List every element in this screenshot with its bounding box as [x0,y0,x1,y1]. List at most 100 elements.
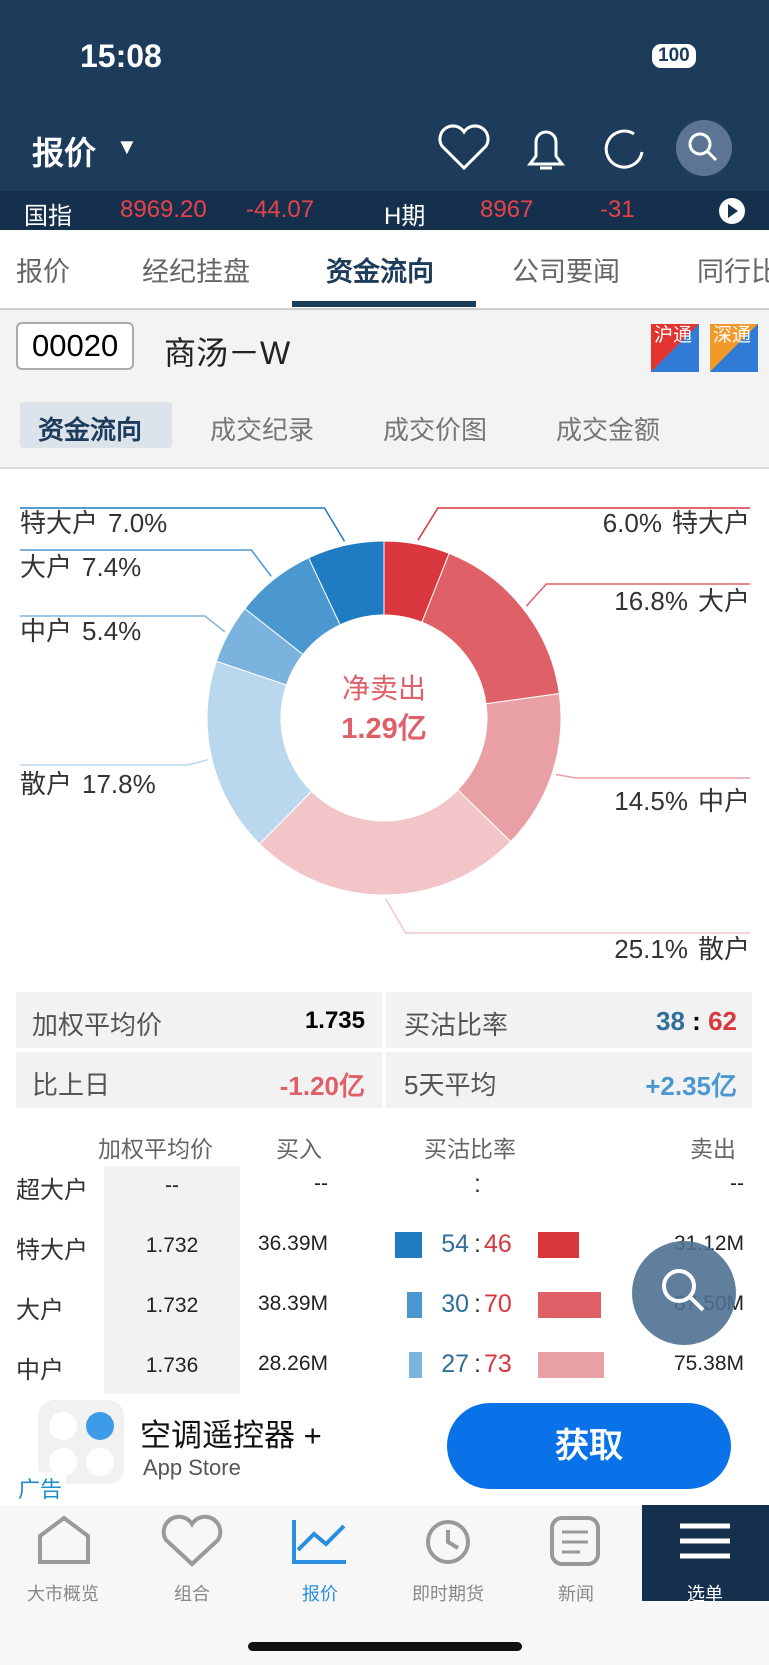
label-part: 散户 [698,934,750,964]
tab[interactable]: 报价 [16,257,70,287]
nav-item[interactable]: 组合 [174,1584,210,1604]
tab-active[interactable]: 资金流向 [326,257,434,287]
label-part: 25.1% [614,934,688,964]
donut-slice [307,540,385,626]
ticker-name: 国指 [24,203,72,230]
nav-item[interactable]: 新闻 [558,1584,594,1604]
ticker-name: H期 [384,203,426,230]
avg-column-bg [104,1166,240,1396]
dropdown-arrow[interactable]: ▼ [116,134,138,159]
header-title[interactable]: 报价 [32,135,97,171]
sub-tab[interactable]: 成交纪录 [210,415,315,445]
label-part: 7.4% [82,552,141,582]
search-button[interactable] [676,120,732,176]
ratio-buy: 30 [441,1290,469,1318]
row-name: 中户 [16,1357,64,1384]
ratio-sell: 73 [484,1350,512,1378]
ad-button[interactable]: 获取 [447,1403,731,1489]
label-part: 特大户 [672,508,750,538]
nav-item[interactable]: 大市概览 [27,1584,99,1604]
label-part: 中户 [698,786,750,816]
ad-tag: 广告 [14,1472,67,1504]
row-buy: -- [314,1172,328,1195]
nav-active-bg [642,1505,769,1601]
refresh-icon[interactable] [604,129,644,169]
buy-bar [407,1292,422,1318]
ratio-sell: 70 [484,1290,512,1318]
row-buy: 36.39M [257,1232,328,1255]
summary-label: 5天平均 [404,1070,497,1100]
sub-tab[interactable]: 成交价图 [383,415,488,445]
ticker-change: -31 [600,196,635,223]
row-name: 超大户 [16,1177,88,1204]
tab[interactable]: 公司要闻 [512,257,620,287]
label-part: 17.8% [82,769,156,799]
summary-value: -1.20亿 [279,1071,365,1101]
nav-item[interactable]: 选单 [687,1584,723,1604]
sub-tab[interactable]: 成交金额 [556,415,661,445]
nav-item[interactable]: 即时期货 [412,1584,484,1604]
ratio-buy: 54 [441,1230,469,1258]
separator: : [692,1006,701,1036]
ticker-value: 8969.20 [120,196,207,223]
separator: : [474,1350,481,1378]
row-buy: 28.26M [257,1352,328,1375]
favorite-icon[interactable] [438,124,490,171]
summary-cell [386,1052,752,1108]
sub-tab-active[interactable]: 资金流向 [38,415,143,445]
label-part: 中户 [20,616,72,646]
sell-bar [538,1232,580,1258]
ratio-buy: 38 [656,1006,685,1036]
leader-line [20,507,346,542]
donut-slice [421,552,560,705]
summary-label: 加权平均价 [32,1010,163,1040]
tab[interactable]: 同行比 [697,257,769,287]
buy-bar [395,1232,422,1258]
separator: : [474,1170,481,1198]
leader-line [20,758,209,766]
badge: 深通 [710,324,758,372]
row-sell: 75.38M [673,1352,744,1375]
donut-slice [258,789,512,896]
bell-icon[interactable] [527,130,565,170]
summary-cell [16,1052,382,1108]
separator: : [474,1230,481,1258]
badge: 沪通 [651,324,699,372]
floating-search[interactable] [631,1240,737,1346]
label-part: 16.8% [614,586,688,616]
row-avg: 1.732 [145,1294,199,1317]
sell-bar [538,1292,601,1318]
tab-underline [292,301,476,307]
label-part: 大户 [20,552,72,582]
leader-line [385,898,750,934]
summary-value: 1.735 [304,1007,365,1034]
row-buy: 38.39M [257,1292,328,1315]
slice-label: 25.1% 散户 [614,934,750,964]
ticker-value: 8967 [480,196,534,223]
table-header: 买沽比率 [424,1136,516,1162]
leader-line [20,615,226,633]
row-name: 大户 [16,1297,64,1324]
stock-code[interactable]: 00020 [16,322,135,370]
tab[interactable]: 经纪挂盘 [142,257,250,287]
leader-line [525,583,750,607]
summary-label: 买沽比率 [404,1010,509,1040]
slice-label: 中户 5.4% [20,616,141,646]
slice-label: 特大户 7.0% [20,508,167,538]
buy-bar [408,1352,422,1378]
summary-label: 比上日 [32,1070,111,1100]
label-part: 7.0% [108,508,167,538]
ratio-buy: 27 [441,1350,469,1378]
summary-ratio: 38 : 62 [656,1006,737,1037]
label-part: 特大户 [20,508,98,538]
slice-label: 6.0% 特大户 [603,508,750,538]
ticker-play[interactable] [718,197,746,225]
battery: 100 [652,44,696,68]
sub-tab-bg [20,402,172,448]
row-name: 特大户 [16,1237,88,1264]
center-value: 1.29亿 [341,712,426,745]
ticker-change: -44.07 [246,196,315,223]
nav-item-active[interactable]: 报价 [302,1584,338,1604]
